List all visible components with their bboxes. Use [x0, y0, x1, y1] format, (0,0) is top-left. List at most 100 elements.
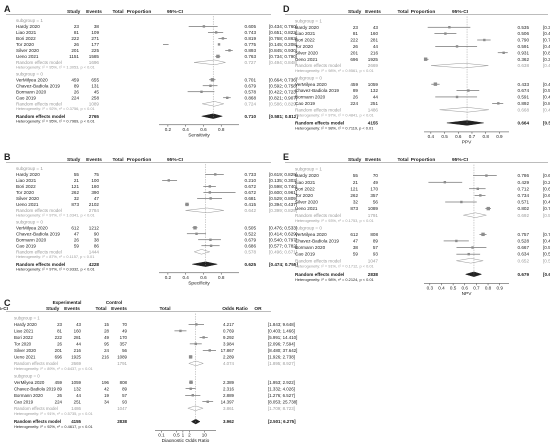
- study-count: 59: [74, 243, 80, 248]
- study-count: 55: [353, 173, 359, 178]
- study-label: Cao 2019: [295, 252, 315, 257]
- study-ci: [0.422; 0.723]: [269, 89, 297, 94]
- subgroup-heterogeneity: Heterogeneity: I² = 98%, τ² = 0.9561, p …: [295, 68, 374, 73]
- column-header: 95%-CI: [452, 157, 469, 163]
- study-count: 459: [350, 82, 358, 87]
- study-estimate: 0.672: [245, 184, 257, 189]
- point-estimate-square: [486, 206, 490, 211]
- subgroup-heterogeneity: Heterogeneity: I² = 91%, τ² = 0.5735, p …: [14, 411, 93, 416]
- study-count: 86: [94, 243, 100, 248]
- study-ci: [0.734; 0.790]: [269, 54, 297, 59]
- x-axis-label: PPV: [462, 139, 472, 145]
- study-label: Bormann 2020: [14, 393, 43, 398]
- subgroup-heterogeneity: Heterogeneity: I² = 89%, τ² = 0.6437, p …: [14, 366, 93, 371]
- column-header: 95%-CI: [452, 9, 469, 15]
- study-count: 612: [350, 232, 358, 237]
- study-label: VerMilyea 2020: [16, 77, 48, 82]
- study-label: VerMilyea 2020: [295, 232, 327, 237]
- study-ci: [0.135; 0.303]: [269, 178, 297, 183]
- study-count: 44: [373, 95, 379, 100]
- summary-count: 1486: [71, 406, 81, 411]
- study-count: 262: [71, 190, 79, 195]
- study-label: Hardy 2020: [16, 172, 40, 177]
- study-label: Liao 2021: [295, 180, 316, 185]
- study-count: 38: [353, 245, 359, 250]
- summary-estimate: 0.578: [245, 249, 257, 254]
- subgroup-label: subgroup = 0: [16, 219, 43, 224]
- summary-count: 1791: [368, 213, 379, 218]
- study-label: Bormann 2020: [295, 95, 326, 100]
- summary-count: 2669: [368, 63, 379, 68]
- x-axis-label: NPV: [462, 291, 473, 297]
- point-estimate-square: [200, 90, 203, 93]
- study-count: 49: [104, 335, 109, 340]
- subgroup-label: subgroup = 0: [295, 225, 322, 230]
- x-tick-label: 0.6: [200, 275, 207, 280]
- summary-ci: [0.517; 0.785]: [543, 121, 550, 126]
- study-label: Chavez-Badiola 2019: [295, 239, 339, 244]
- point-estimate-square: [189, 380, 193, 384]
- study-count: 131: [91, 83, 99, 88]
- x-tick-label: 0.4: [182, 275, 189, 280]
- study-estimate: 0.733: [245, 172, 257, 177]
- point-estimate-square: [195, 232, 198, 235]
- point-estimate-square: [210, 78, 215, 82]
- x-tick-label: 2: [188, 433, 191, 438]
- panel-letter: A: [4, 4, 11, 14]
- study-count: 89: [373, 239, 379, 244]
- point-estimate-square: [209, 197, 212, 200]
- summary-count: 2669: [71, 361, 81, 366]
- study-count: 28: [104, 329, 109, 334]
- summary-diamond: [185, 207, 224, 214]
- point-estimate-square: [444, 32, 447, 35]
- study-ci: [0.768; 0.863]: [269, 36, 297, 41]
- study-ci: [0.577; 0.782]: [269, 243, 297, 248]
- study-count: 21: [74, 178, 80, 183]
- study-ci: [0.529; 0.809]: [269, 196, 297, 201]
- study-estimate: 0.210: [245, 178, 257, 183]
- point-estimate-square: [502, 51, 505, 54]
- study-count: 224: [55, 399, 63, 404]
- study-ci: [0.637; 0.779]: [543, 186, 550, 191]
- summary-label: Random effects model: [16, 101, 62, 106]
- point-estimate-square: [185, 202, 189, 207]
- summary-label: Random effects model: [295, 107, 341, 112]
- study-label: Silver 2020: [16, 196, 39, 201]
- study-ci: [0.394; 0.437]: [269, 202, 297, 207]
- study-count: 696: [350, 57, 358, 62]
- study-label: Ueno 2021: [16, 202, 39, 207]
- column-header: Events: [365, 157, 381, 163]
- summary-estimate: 0.710: [245, 114, 257, 119]
- study-count: 47: [353, 239, 359, 244]
- subgroup-heterogeneity: Heterogeneity: I² = 92%, τ² = 0.3756, p …: [16, 106, 95, 111]
- study-count: 121: [350, 186, 358, 191]
- study-label: Bormann 2020: [295, 245, 326, 250]
- study-estimate: 0.667: [518, 245, 530, 250]
- study-label: Silver 2020: [16, 48, 39, 53]
- x-tick-label: 0.3: [427, 285, 434, 290]
- study-ci: [5.991; 14.410]: [268, 335, 297, 340]
- panel-letter: E: [283, 152, 289, 162]
- point-estimate-square: [455, 95, 459, 99]
- study-estimate: 0.679: [245, 237, 257, 242]
- study-estimate: 0.591: [518, 95, 530, 100]
- study-estimate: 2.316: [223, 386, 235, 391]
- study-ci: [0.403; 0.464]: [543, 82, 550, 87]
- study-count: 281: [74, 335, 82, 340]
- point-estimate-square: [208, 185, 212, 188]
- study-count: 808: [370, 232, 378, 237]
- subgroup-heterogeneity: Heterogeneity: I² = 97%, τ² = 1.0341, p …: [16, 213, 95, 218]
- study-count: 1212: [89, 225, 100, 230]
- study-count: 19: [104, 393, 109, 398]
- point-estimate-square: [443, 181, 447, 184]
- summary-label: Random effects model: [14, 406, 58, 411]
- study-estimate: 0.505: [245, 225, 257, 230]
- study-ci: [0.685; 0.778]: [543, 193, 550, 198]
- summary-label: Random effects model: [14, 419, 61, 424]
- study-label: Tor 2020: [295, 193, 313, 198]
- study-estimate: 0.712: [518, 186, 530, 191]
- column-header: Events: [86, 9, 102, 15]
- point-estimate-square: [467, 89, 470, 92]
- study-count: 100: [91, 178, 99, 183]
- subgroup-heterogeneity: Heterogeneity: I² = 95%, τ² = 1.3053, p …: [16, 65, 95, 70]
